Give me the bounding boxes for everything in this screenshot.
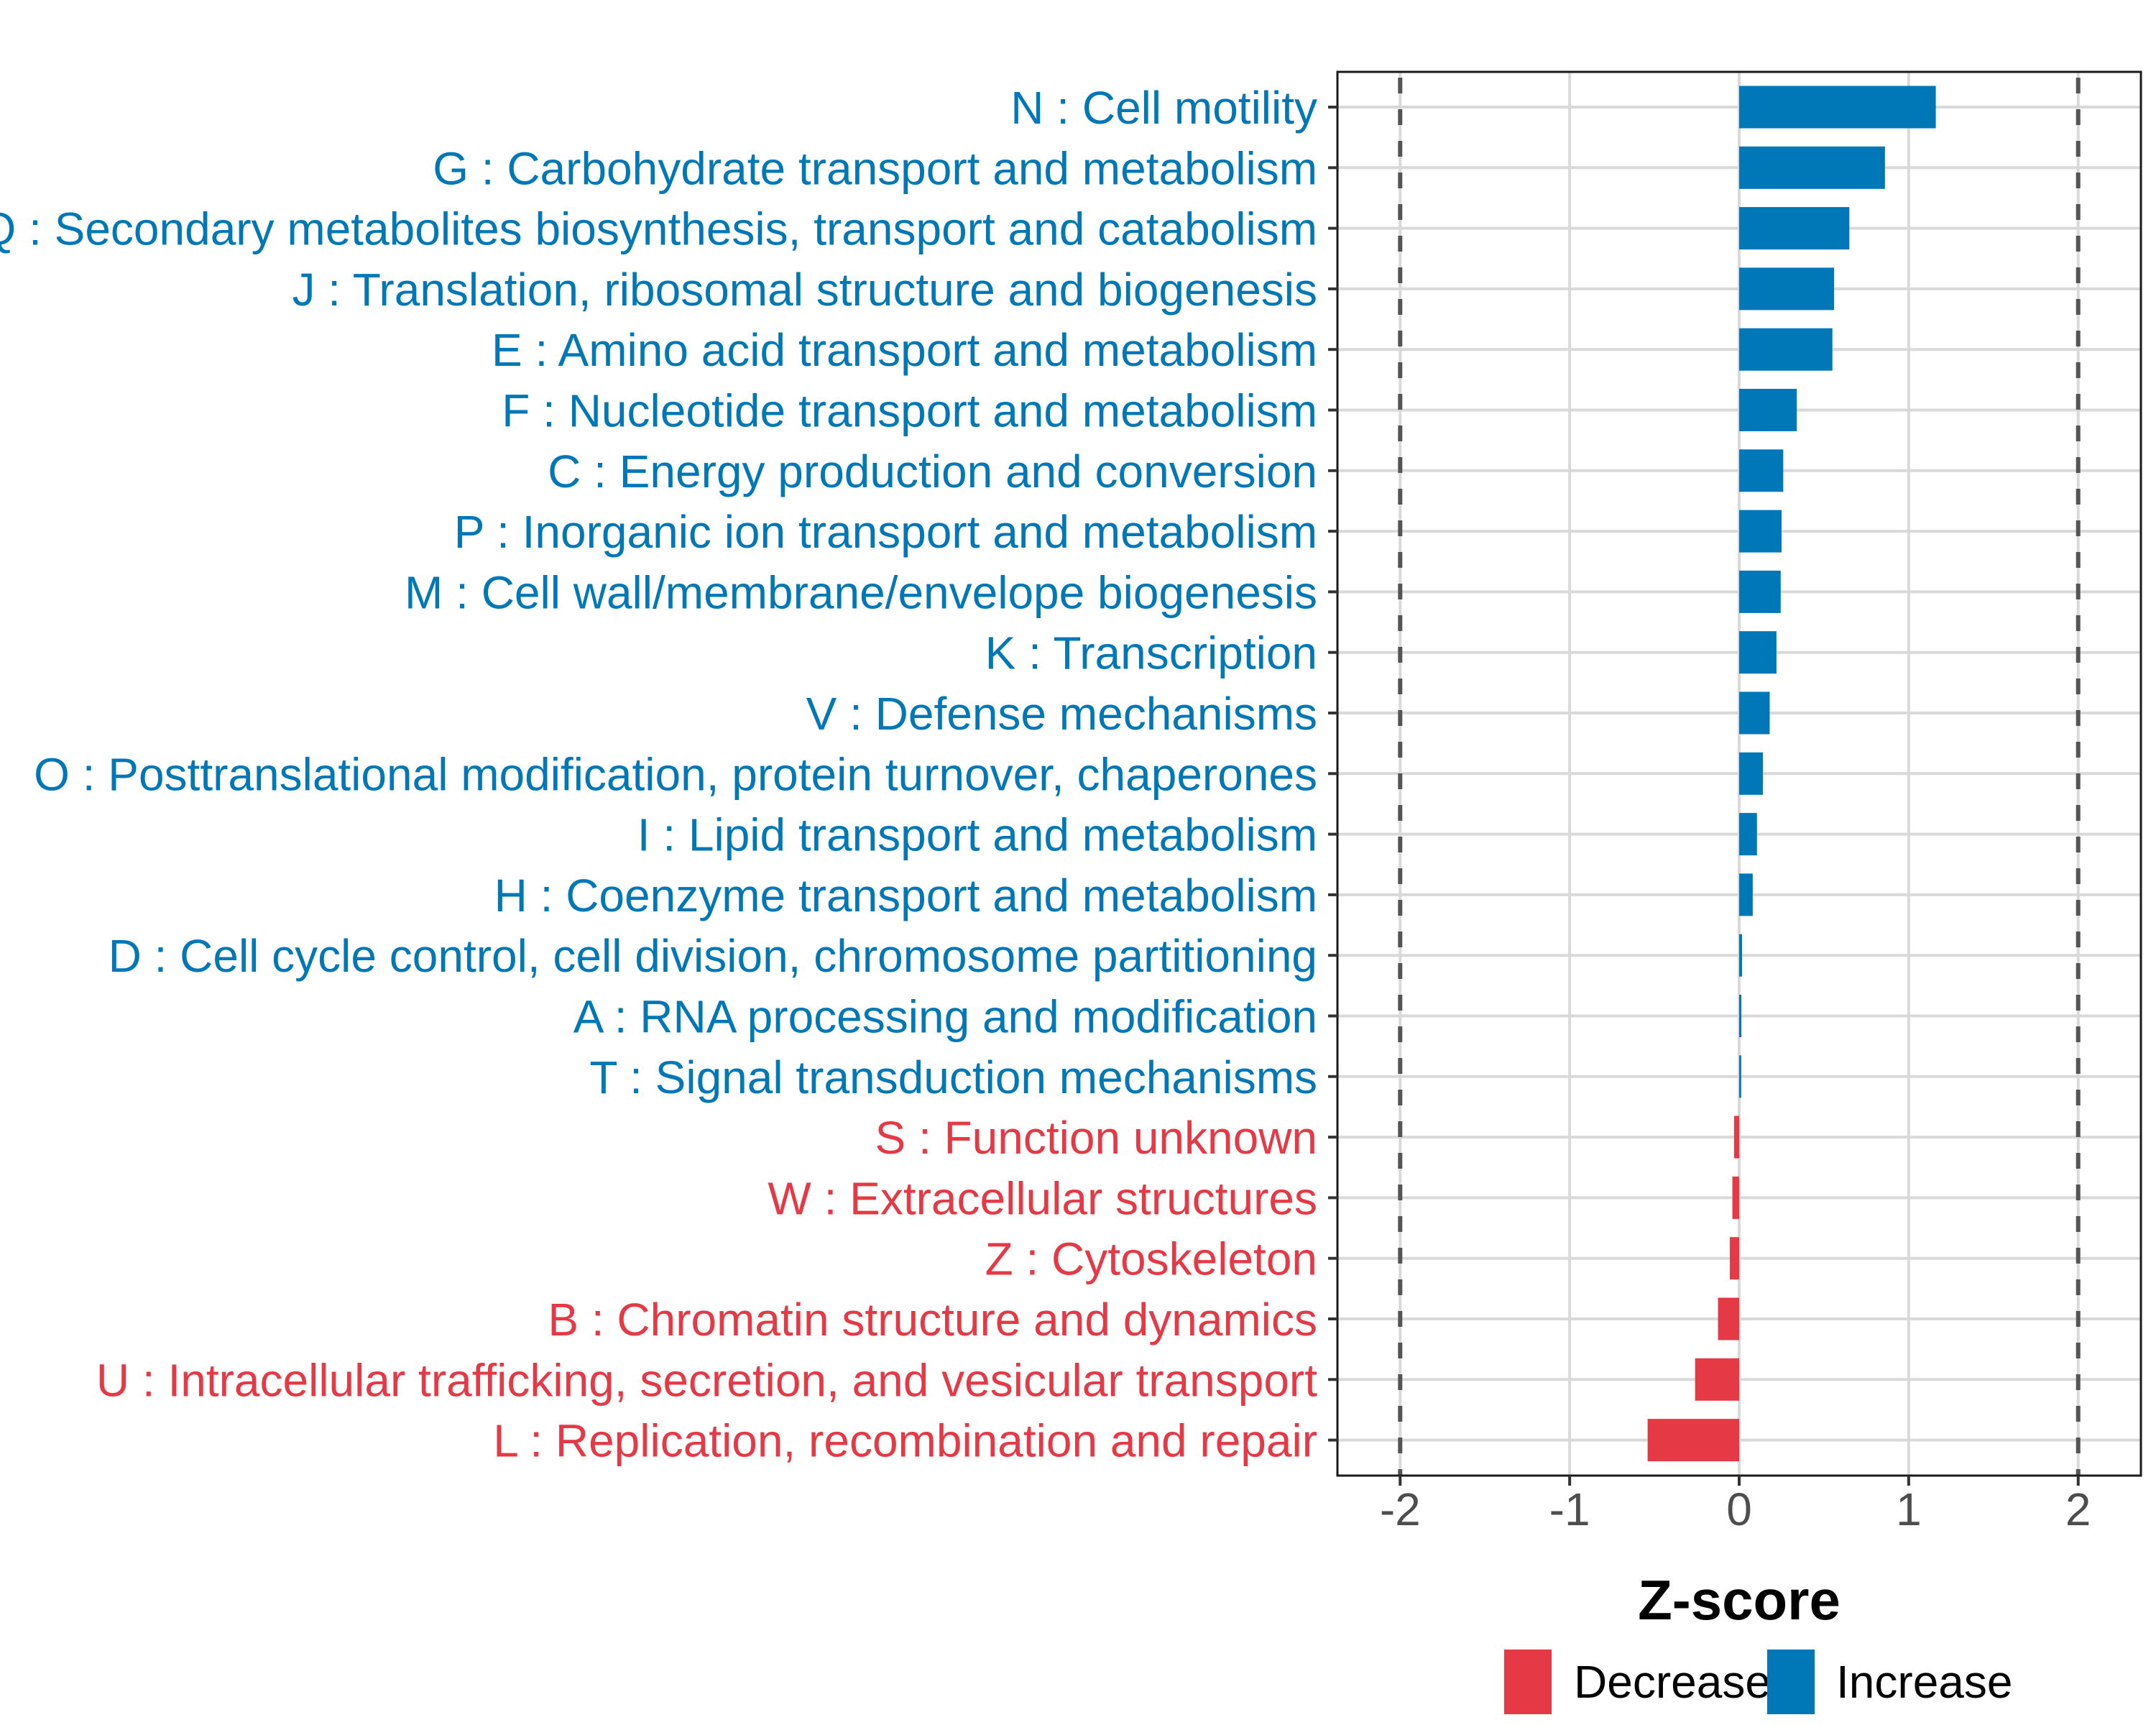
bar [1739,631,1777,674]
x-axis: -2 -1 0 1 2 [1380,1476,2091,1535]
y-tick-label: D : Cell cycle control, cell division, c… [109,930,1317,982]
y-tick-label: H : Coenzyme transport and metabolism [494,870,1317,921]
y-tick-label: L : Replication, recombination and repai… [493,1415,1317,1467]
bar [1739,995,1742,1037]
y-tick-label: K : Transcription [985,627,1317,679]
y-tick-label: J : Translation, ribosomal structure and… [292,264,1318,316]
y-tick-label: T : Signal transduction mechanisms [589,1052,1317,1103]
x-tick-label: 2 [2065,1484,2091,1535]
y-tick-label: W : Extracellular structures [768,1172,1317,1224]
bar [1647,1419,1739,1462]
bars [1647,86,1936,1462]
y-tick-label: B : Chromatin structure and dynamics [548,1294,1317,1346]
legend-label-increase: Increase [1836,1656,2012,1708]
x-tick-label: 1 [1896,1484,1922,1535]
bar [1739,389,1797,431]
y-tick-label: U : Intracellular trafficking, secretion… [96,1354,1317,1406]
legend-label-decrease: Decrease [1574,1656,1771,1708]
reference-lines [1398,72,2081,1476]
bar [1739,570,1781,613]
y-tick-label: Q : Secondary metabolites biosynthesis, … [0,203,1317,255]
x-tick-label: -1 [1549,1484,1590,1535]
y-tick-label: N : Cell motility [1010,82,1317,134]
bar [1739,146,1885,189]
y-tick-label: I : Lipid transport and metabolism [637,809,1317,861]
y-tick-label: G : Carbohydrate transport and metabolis… [433,142,1317,194]
bar [1739,873,1753,916]
bar [1739,813,1757,856]
y-tick-label: M : Cell wall/membrane/envelope biogenes… [405,566,1317,618]
x-axis-title: Z-score [1638,1568,1841,1632]
bar [1739,207,1850,250]
bar [1739,328,1833,371]
y-tick-label: C : Energy production and conversion [548,446,1317,497]
bar [1739,510,1782,553]
bar [1718,1297,1739,1340]
y-tick-label: P : Inorganic ion transport and metaboli… [454,506,1317,558]
y-tick-label: O : Posttranslational modification, prot… [34,748,1317,800]
bar [1739,1055,1741,1098]
bar [1739,934,1743,977]
bar [1695,1358,1739,1401]
bar [1739,691,1770,735]
bar [1739,267,1835,310]
y-tick-label: V : Defense mechanisms [806,688,1317,740]
x-tick-label: 0 [1726,1484,1752,1535]
legend-key-increase [1767,1650,1815,1714]
bar [1733,1116,1739,1159]
bar [1739,449,1784,492]
y-tick-label: E : Amino acid transport and metabolism [492,324,1317,376]
y-tick-label: Z : Cytoskeleton [985,1233,1317,1285]
bar [1739,86,1936,129]
bar [1739,752,1764,795]
y-tick-label: A : RNA processing and modification [573,991,1317,1043]
y-tick-label: F : Nucleotide transport and metabolism [502,385,1317,437]
y-tick-label: S : Function unknown [875,1112,1317,1164]
legend-key-decrease [1504,1650,1552,1714]
legend: Decrease Increase [1504,1650,2012,1714]
bar [1732,1176,1739,1219]
bar [1730,1237,1739,1280]
y-axis: N : Cell motility G : Carbohydrate transp… [0,82,1337,1467]
x-tick-label: -2 [1380,1484,1421,1535]
